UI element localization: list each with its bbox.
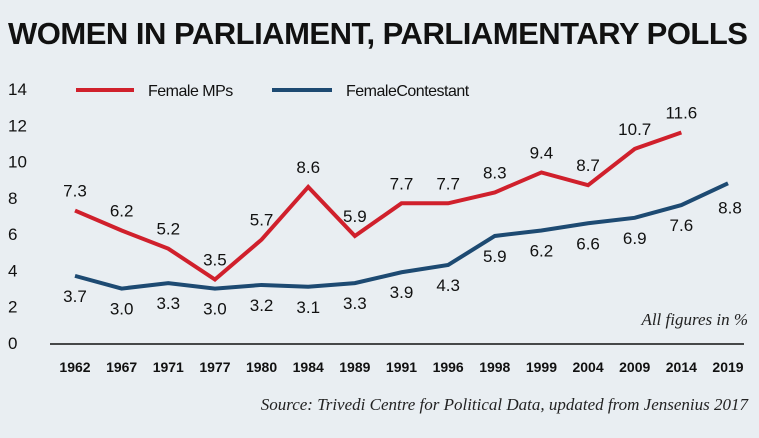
y-tick-label: 10 xyxy=(8,153,27,172)
data-label: 3.3 xyxy=(343,294,367,313)
x-tick-label: 1996 xyxy=(433,359,464,375)
x-tick-label: 1977 xyxy=(199,359,230,375)
chart-title: WOMEN IN PARLIAMENT, PARLIAMENTARY POLLS xyxy=(8,16,748,51)
source-note: Source: Trivedi Centre for Political Dat… xyxy=(261,395,750,414)
x-tick-label: 1962 xyxy=(59,359,90,375)
x-tick-label: 1998 xyxy=(479,359,510,375)
x-tick-label: 1967 xyxy=(106,359,137,375)
y-tick-label: 8 xyxy=(8,189,17,208)
data-label: 3.2 xyxy=(250,296,274,315)
legend: Female MPs FemaleContestant xyxy=(76,83,470,100)
data-label: 7.6 xyxy=(670,216,694,235)
x-tick-label: 1999 xyxy=(526,359,557,375)
y-tick-label: 0 xyxy=(8,334,17,353)
x-tick-label: 2004 xyxy=(572,359,603,375)
data-label: 10.7 xyxy=(618,120,651,139)
x-tick-label: 2019 xyxy=(712,359,743,375)
data-label: 3.9 xyxy=(390,283,414,302)
data-label: 3.0 xyxy=(203,300,227,319)
y-tick-label: 2 xyxy=(8,298,17,317)
data-label: 5.2 xyxy=(156,220,180,239)
x-tick-label: 1971 xyxy=(153,359,184,375)
data-label: 9.4 xyxy=(530,143,554,162)
y-tick-label: 4 xyxy=(8,261,17,280)
data-label: 6.2 xyxy=(110,202,134,221)
data-label: 8.3 xyxy=(483,163,507,182)
data-label: 5.9 xyxy=(483,247,507,266)
y-tick-label: 12 xyxy=(8,116,27,135)
x-tick-label: 2014 xyxy=(666,359,697,375)
data-label: 4.3 xyxy=(436,276,460,295)
data-label: 3.7 xyxy=(63,287,87,306)
x-tick-label: 1991 xyxy=(386,359,417,375)
data-label: 11.6 xyxy=(665,104,697,123)
data-label: 6.2 xyxy=(530,242,554,261)
data-label: 6.6 xyxy=(576,234,600,253)
data-label: 5.7 xyxy=(250,211,274,230)
data-label: 3.0 xyxy=(110,300,134,319)
x-tick-label: 1989 xyxy=(339,359,370,375)
data-label: 3.1 xyxy=(296,298,320,317)
data-label: 3.5 xyxy=(203,251,227,270)
data-label: 7.7 xyxy=(436,174,460,193)
data-label: 5.9 xyxy=(343,207,367,226)
data-label: 6.9 xyxy=(623,229,647,248)
units-note: All figures in % xyxy=(640,310,748,329)
y-tick-label: 14 xyxy=(8,80,27,99)
data-label: 7.3 xyxy=(63,182,87,201)
data-label: 7.7 xyxy=(390,174,414,193)
x-tick-label: 2009 xyxy=(619,359,650,375)
legend-label-female-contestant: FemaleContestant xyxy=(346,83,470,100)
x-tick-label: 1980 xyxy=(246,359,277,375)
legend-label-female-mps: Female MPs xyxy=(148,83,233,100)
x-tick-label: 1984 xyxy=(293,359,324,375)
data-label: 8.6 xyxy=(296,158,320,177)
data-label: 8.8 xyxy=(718,198,742,217)
y-tick-label: 6 xyxy=(8,225,17,244)
data-label: 8.7 xyxy=(576,156,600,175)
data-label: 3.3 xyxy=(156,294,180,313)
series-line-female-mps xyxy=(74,130,683,282)
